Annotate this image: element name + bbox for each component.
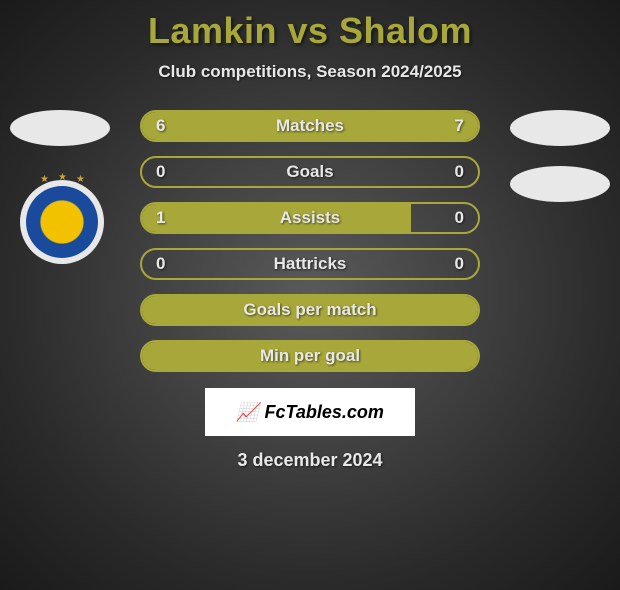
brand-text: FcTables.com [265,402,384,423]
stat-bar: Min per goal [140,340,480,372]
comparison-content: ★ ★ ★ 6 7 Matches 0 0 Goals 1 0 Assists 0 0 Hattric… [0,110,620,471]
bar-label: Goals [286,162,333,182]
bar-label: Hattricks [274,254,347,274]
bar-label: Goals per match [243,300,376,320]
bar-value-right: 0 [455,254,464,274]
stat-bars: 6 7 Matches 0 0 Goals 1 0 Assists 0 0 Hattricks Goal… [140,110,480,372]
bar-label: Matches [276,116,344,136]
bar-value-left: 0 [156,162,165,182]
bar-value-right: 7 [455,116,464,136]
club-logo-icon: ★ ★ ★ [26,186,98,258]
page-subtitle: Club competitions, Season 2024/2025 [0,62,620,82]
player-right-club-badge [510,166,610,202]
stat-bar: 6 7 Matches [140,110,480,142]
page-title: Lamkin vs Shalom [0,10,620,52]
bar-fill-left [142,204,411,232]
bar-value-left: 6 [156,116,165,136]
stat-bar: 0 0 Hattricks [140,248,480,280]
stat-bar: 1 0 Assists [140,202,480,234]
stat-bar: 0 0 Goals [140,156,480,188]
player-left-badge [10,110,110,146]
footer-date: 3 december 2024 [0,450,620,471]
bar-label: Assists [280,208,340,228]
player-left-club-badge: ★ ★ ★ [20,180,104,264]
bar-value-left: 1 [156,208,165,228]
bar-label: Min per goal [260,346,360,366]
stat-bar: Goals per match [140,294,480,326]
bar-value-left: 0 [156,254,165,274]
chart-icon: 📈 [236,402,258,423]
bar-value-right: 0 [455,162,464,182]
brand-logo: 📈 FcTables.com [205,388,415,436]
player-right-badge [510,110,610,146]
bar-value-right: 0 [455,208,464,228]
